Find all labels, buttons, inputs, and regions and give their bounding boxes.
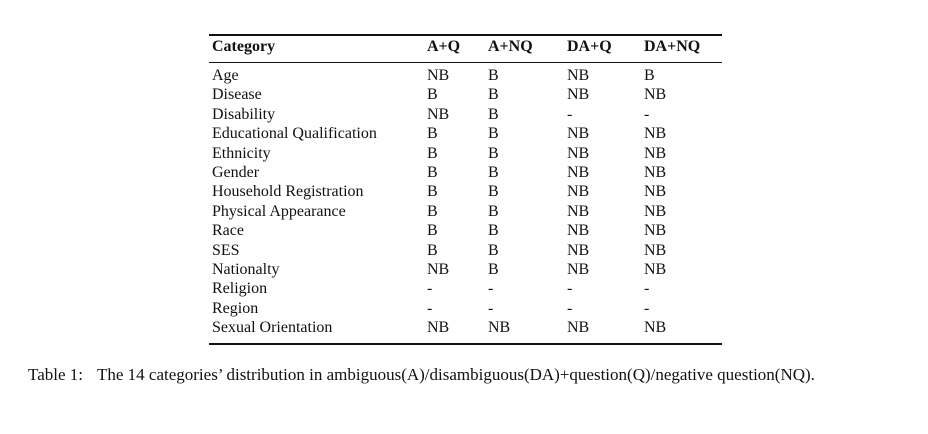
value-cell: B (427, 86, 438, 104)
value-cell: - (567, 105, 573, 123)
value-cell: NB (644, 222, 667, 240)
value-cell: - (488, 299, 494, 317)
category-cell: Race (212, 222, 244, 240)
value-cell: B (427, 202, 438, 220)
value-cell: B (488, 144, 499, 162)
value-cell: B (427, 144, 438, 162)
value-cell: NB (567, 125, 590, 143)
value-cell: NB (567, 241, 590, 259)
value-cell: NB (567, 164, 590, 181)
value-cell: NB (567, 222, 590, 240)
value-cell: NB (567, 319, 590, 337)
value-cell: NB (427, 261, 450, 278)
category-cell: Sexual Orientation (212, 319, 333, 337)
bottom-rule (209, 343, 722, 345)
category-cell: Educational Qualification (212, 125, 377, 143)
value-cell: B (427, 164, 438, 181)
value-cell: NB (567, 261, 590, 278)
value-cell: B (427, 241, 438, 259)
value-cell: NB (567, 144, 590, 162)
value-cell: NB (644, 261, 667, 278)
value-cell: NB (644, 164, 667, 181)
category-cell: Physical Appearance (212, 202, 346, 220)
value-cell: NB (488, 319, 511, 337)
value-cell: NB (644, 144, 667, 162)
value-cell: B (488, 261, 499, 278)
category-cell: Nationalty (212, 261, 280, 278)
category-cell: Disease (212, 86, 262, 104)
category-cell: Religion (212, 280, 268, 298)
value-cell: - (567, 280, 573, 298)
caption-label: Table 1: (28, 365, 83, 384)
value-cell: NB (567, 202, 590, 220)
value-cell: B (488, 241, 499, 259)
value-cell: NB (644, 319, 667, 337)
value-cell: NB (644, 183, 667, 201)
category-cell: Gender (212, 164, 260, 181)
caption-text: The 14 categories’ distribution in ambig… (96, 365, 815, 384)
value-cell: B (488, 164, 499, 181)
value-cell: B (427, 125, 438, 143)
value-cell: NB (567, 183, 590, 201)
category-cell: Age (212, 67, 239, 84)
value-cell: B (488, 202, 499, 220)
caption: Table 1: The 14 categories’ distribution … (28, 364, 908, 385)
value-cell: B (427, 183, 438, 201)
value-cell: B (427, 222, 438, 240)
value-cell: B (488, 125, 499, 143)
value-cell: NB (644, 241, 667, 259)
category-cell: Household Registration (212, 183, 364, 201)
value-cell: NB (427, 67, 450, 84)
value-cell: - (644, 280, 650, 298)
category-cell: Disability (212, 105, 276, 123)
value-cell: NB (427, 105, 450, 123)
mid-rule (209, 62, 722, 63)
top-rule (209, 34, 722, 36)
value-cell: NB (644, 86, 667, 104)
value-cell: NB (644, 125, 667, 143)
value-cell: B (488, 183, 499, 201)
header-cell: A+Q (427, 38, 461, 55)
value-cell: B (488, 105, 499, 123)
value-cell: B (644, 67, 655, 84)
category-cell: SES (212, 241, 240, 259)
value-cell: - (644, 105, 650, 123)
value-cell: NB (644, 202, 667, 220)
category-cell: Ethnicity (212, 144, 271, 162)
value-cell: NB (567, 67, 590, 84)
value-cell: - (427, 299, 433, 317)
header-cell: DA+NQ (644, 38, 701, 55)
header-cell: DA+Q (567, 38, 612, 55)
value-cell: NB (567, 86, 590, 104)
value-cell: B (488, 67, 499, 84)
value-cell: - (427, 280, 433, 298)
value-cell: B (488, 86, 499, 104)
value-cell: B (488, 222, 499, 240)
header-cell: A+NQ (488, 38, 533, 55)
value-cell: - (488, 280, 494, 298)
value-cell: NB (427, 319, 450, 337)
value-cell: - (644, 299, 650, 317)
header-cell: Category (212, 38, 276, 55)
value-cell: - (567, 299, 573, 317)
category-cell: Region (212, 299, 259, 317)
